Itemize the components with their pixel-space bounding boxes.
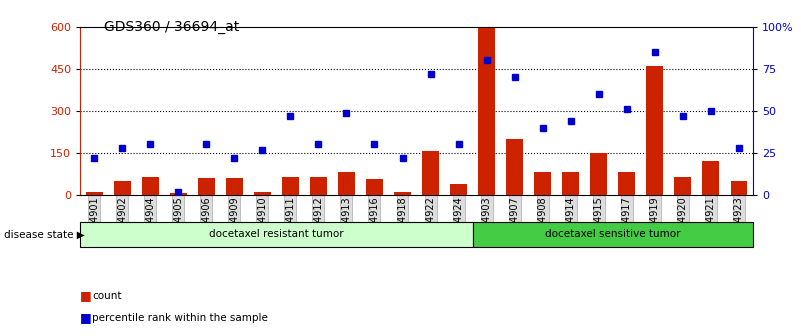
Bar [534, 172, 551, 195]
Bar [254, 192, 271, 195]
Bar [422, 152, 439, 195]
Bar [198, 178, 215, 195]
Text: ■: ■ [80, 289, 92, 302]
Bar [506, 139, 523, 195]
Text: ■: ■ [80, 311, 92, 324]
Bar [142, 177, 159, 195]
Bar [646, 66, 663, 195]
Bar [450, 184, 467, 195]
Bar [702, 161, 719, 195]
Bar [80, 222, 473, 247]
Bar [394, 192, 411, 195]
Text: percentile rank within the sample: percentile rank within the sample [92, 312, 268, 323]
Bar [86, 192, 103, 195]
Bar [226, 178, 243, 195]
Text: docetaxel resistant tumor: docetaxel resistant tumor [209, 229, 344, 239]
Bar [366, 179, 383, 195]
Bar [310, 177, 327, 195]
Bar [478, 28, 495, 195]
Bar [114, 181, 131, 195]
Bar [338, 172, 355, 195]
Text: disease state ▶: disease state ▶ [4, 229, 85, 239]
Bar [618, 172, 635, 195]
Bar [731, 181, 747, 195]
Bar [473, 222, 753, 247]
Text: docetaxel sensitive tumor: docetaxel sensitive tumor [545, 229, 681, 239]
Bar [282, 177, 299, 195]
Text: GDS360 / 36694_at: GDS360 / 36694_at [104, 20, 239, 34]
Bar [170, 194, 187, 195]
Bar [674, 177, 691, 195]
Text: count: count [92, 291, 122, 301]
Bar [562, 172, 579, 195]
Bar [590, 153, 607, 195]
